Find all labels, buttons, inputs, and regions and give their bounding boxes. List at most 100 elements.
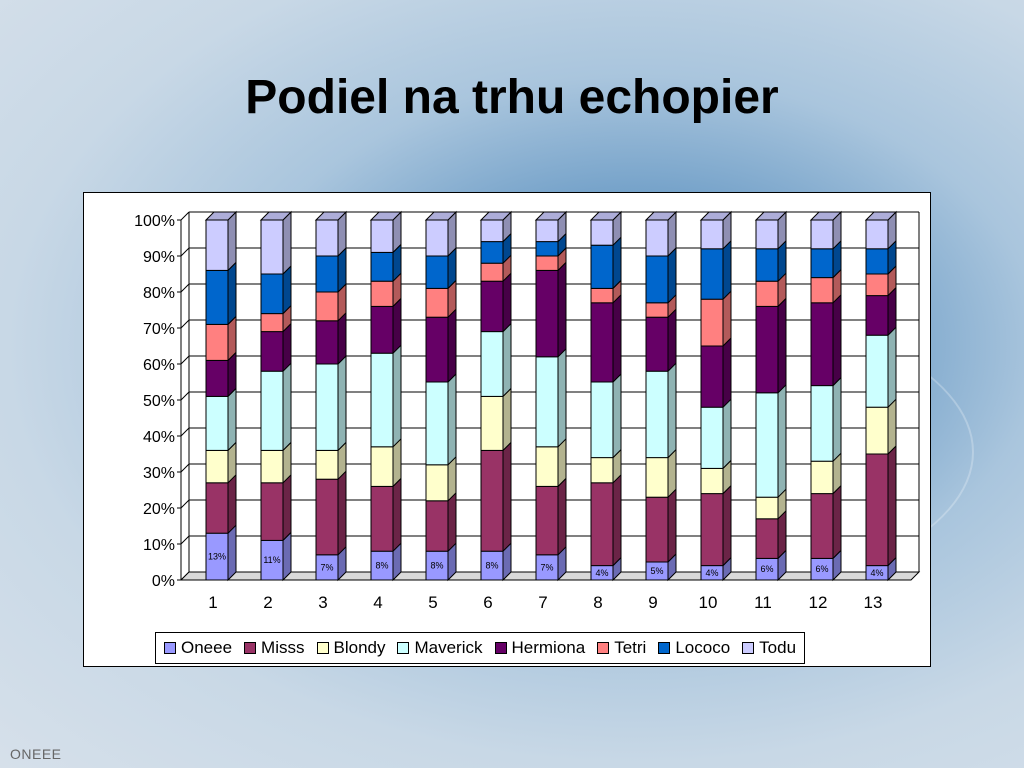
bar-segment-hermiona-5-side [447,307,457,384]
y-tick-label: 40% [143,429,175,446]
bar-segment-hermiona-6-side [502,271,512,333]
legend-item-oneee: Oneee [164,638,232,658]
bar-segment-todu-4 [370,219,394,253]
bar-segment-hermiona-7-side [557,261,567,359]
bar-segment-lococo-2 [260,273,284,315]
bar-segment-maverick-13 [865,334,889,408]
bar-segment-misss-13-side [887,444,897,567]
legend-swatch [164,642,176,654]
legend-item-hermiona: Hermiona [494,638,586,658]
bar-segment-blondy-13-side [887,397,897,456]
y-tick-label: 60% [143,357,175,374]
bar-segment-maverick-2 [260,370,284,451]
bar-segment-misss-9 [645,496,669,563]
bar-segment-tetri-1 [205,323,229,361]
bar-segment-maverick-4 [370,352,394,448]
bar-segment-maverick-13-side [887,325,897,409]
bar-segment-tetri-2 [260,313,284,333]
data-label-oneee-11: 6% [760,564,773,574]
legend-swatch [244,642,257,654]
bar-segment-tetri-8 [590,287,614,304]
x-tick-label: 4 [373,593,382,612]
bar-segment-maverick-7 [535,356,559,448]
bar-segment-lococo-8-side [612,235,622,290]
legend-item-lococo: Lococo [658,638,730,658]
bar-segment-misss-12-side [832,484,842,560]
legend-label: Hermiona [511,638,586,657]
bar-segment-blondy-10 [700,467,724,495]
bar-segment-todu-1-top [204,211,238,221]
legend-label: Blondy [333,638,386,657]
y-tick-label: 30% [143,465,175,482]
bar-segment-hermiona-11-side [777,297,787,395]
bar-segment-lococo-1 [205,269,229,325]
bar-segment-hermiona-10-side [722,336,732,409]
bar-segment-lococo-3 [315,255,339,293]
data-label-oneee-7: 7% [540,562,553,572]
bar-segment-hermiona-5 [425,316,449,383]
bar-segment-misss-3-side [337,469,347,557]
bar-segment-todu-8-top [589,211,623,221]
legend-swatch [494,642,507,654]
bar-segment-maverick-4-side [392,343,402,449]
bar-segment-blondy-6-side [502,387,512,452]
x-tick-label: 3 [318,593,327,612]
bar-segment-blondy-9 [645,457,669,498]
bar-segment-lococo-6 [480,241,504,264]
bar-segment-maverick-2-side [282,361,292,452]
legend-item-misss: Misss [244,638,305,658]
bar-segment-misss-4-side [392,477,402,553]
legend-item-blondy: Blondy [316,638,386,658]
bar-segment-misss-10-side [722,484,732,567]
bar-segment-hermiona-2 [260,331,284,372]
bar-segment-todu-9 [645,219,669,257]
bar-segment-todu-10-top [699,211,733,221]
bar-segment-hermiona-8 [590,302,614,383]
bar-segment-blondy-11 [755,496,779,520]
bar-segment-todu-7 [535,219,559,243]
legend-label: Lococo [675,638,731,657]
bar-segment-maverick-12-side [832,376,842,463]
bar-segment-tetri-3 [315,291,339,322]
data-label-oneee-10: 4% [705,568,718,578]
bar-segment-todu-12 [810,219,834,250]
footer-brand: ONEEE [10,746,62,762]
y-tick-label: 80% [143,285,175,302]
bar-segment-todu-4-top [369,211,403,221]
bar-segment-todu-8 [590,219,614,246]
bar-segment-misss-6-side [502,441,512,553]
bar-segment-todu-13 [865,219,889,250]
x-tick-label: 7 [538,593,547,612]
bar-segment-hermiona-4-side [392,297,402,355]
bar-segment-blondy-1 [205,449,229,484]
bar-segment-maverick-8-side [612,372,622,459]
bar-segment-tetri-12 [810,277,834,304]
bar-segment-misss-7 [535,485,559,556]
bar-segment-todu-5 [425,219,449,257]
gridline-diagonal [180,463,190,473]
bar-segment-maverick-1 [205,395,229,451]
bar-segment-misss-11 [755,518,779,559]
y-tick-label: 70% [143,321,175,338]
x-tick-label: 13 [864,593,883,612]
x-tick-label: 2 [263,593,272,612]
bar-segment-todu-13-top [864,211,898,221]
legend-swatch [397,642,410,654]
bar-segment-lococo-4 [370,251,394,282]
legend-swatch [316,642,329,654]
legend-swatch [742,642,755,654]
bar-segment-todu-3-top [314,211,348,221]
bar-segment-hermiona-9 [645,316,669,372]
data-label-oneee-9: 5% [650,566,663,576]
stacked-bar-chart: 0% 10% 20% 30% 40% 50% 60% 70% 80% 90% 100% 13% 1 11%… [134,210,921,612]
x-tick-label: 8 [593,593,602,612]
bar-segment-todu-2-top [259,211,293,221]
legend-label: Misss [261,638,305,657]
slide-title: Podiel na trhu echopier [245,71,779,124]
bar-segment-misss-1-side [227,473,237,535]
bar-segment-todu-10 [700,219,724,250]
bar-segment-todu-1 [205,219,229,271]
bar-segment-misss-4 [370,485,394,552]
bar-segment-misss-2 [260,482,284,541]
bar-segment-lococo-9 [645,255,669,304]
